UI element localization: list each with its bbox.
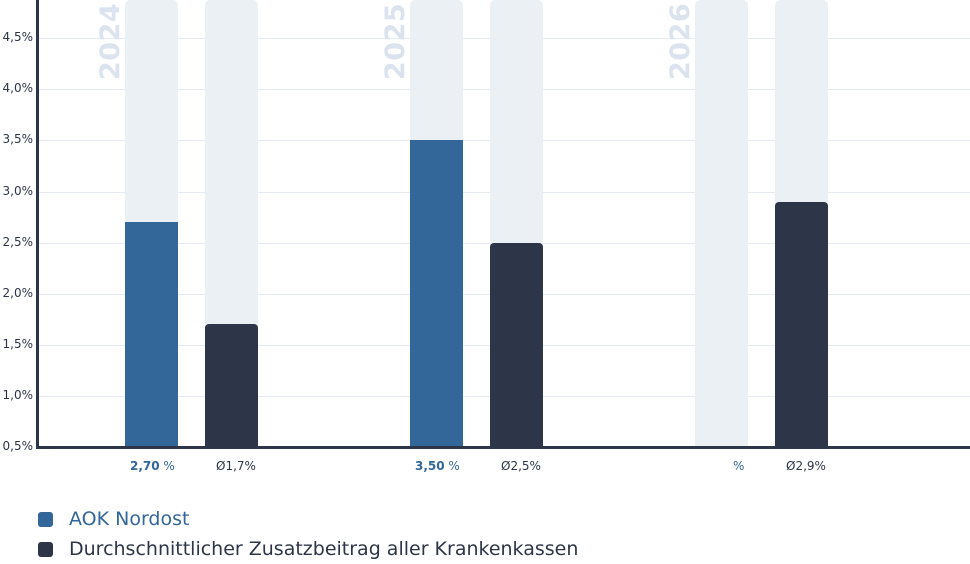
y-tick-label: 4,5% bbox=[2, 30, 34, 45]
value-label-aok-nordost: 3,50 % bbox=[415, 459, 460, 473]
legend-item-aok-nordost[interactable]: AOK Nordost bbox=[38, 504, 578, 534]
bar-aok-nordost[interactable] bbox=[125, 222, 178, 447]
bar-average[interactable] bbox=[490, 242, 543, 447]
legend-swatch-icon bbox=[38, 511, 53, 527]
year-label: 2024 bbox=[95, 2, 126, 80]
value-label-average: Ø2,5% bbox=[501, 459, 541, 473]
year-label: 2025 bbox=[380, 2, 411, 80]
y-tick-label: 2,5% bbox=[2, 234, 34, 249]
bar-average[interactable] bbox=[205, 324, 258, 447]
bar-average[interactable] bbox=[775, 201, 828, 447]
y-tick-label: 3,5% bbox=[2, 132, 34, 147]
legend-label: AOK Nordost bbox=[69, 508, 190, 530]
x-axis-line bbox=[36, 446, 970, 449]
y-tick-label: 1,0% bbox=[2, 387, 34, 402]
y-tick-label: 1,5% bbox=[2, 336, 34, 351]
legend-label: Durchschnittlicher Zusatzbeitrag aller K… bbox=[69, 538, 579, 560]
y-tick-label: 2,0% bbox=[2, 285, 34, 300]
bar-chart: 0,5% 1,0% 1,5% 2,0% 2,5% 3,0% 3,5% 4,0% 4,5% 202… bbox=[2, 0, 970, 473]
value-label-aok-nordost: 2,70 % bbox=[130, 459, 175, 473]
y-tick-label: 0,5% bbox=[2, 439, 34, 453]
legend-swatch-icon bbox=[38, 541, 53, 557]
legend: AOK Nordost Durchschnittlicher Zusatzbei… bbox=[38, 504, 578, 564]
y-tick-label: 3,0% bbox=[2, 183, 34, 198]
y-axis-line bbox=[36, 0, 39, 449]
bar-track bbox=[695, 0, 748, 447]
bar-aok-nordost[interactable] bbox=[410, 140, 463, 447]
value-label-aok-nordost: % bbox=[733, 459, 745, 473]
value-label-average: Ø1,7% bbox=[216, 459, 256, 473]
y-tick-label: 4,0% bbox=[2, 81, 34, 96]
value-label-average: Ø2,9% bbox=[786, 459, 826, 473]
legend-item-average[interactable]: Durchschnittlicher Zusatzbeitrag aller K… bbox=[38, 534, 578, 564]
year-label: 2026 bbox=[665, 2, 696, 80]
